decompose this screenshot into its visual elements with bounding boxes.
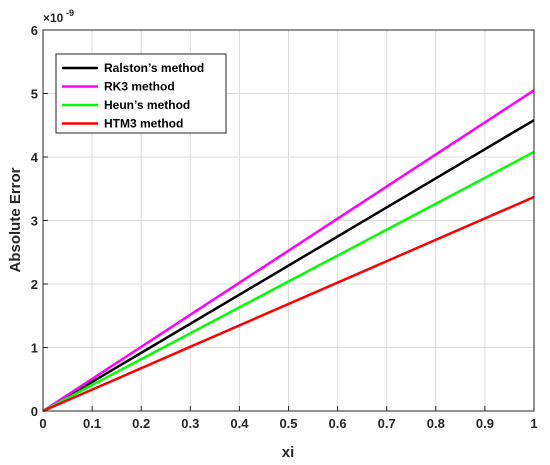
y-exponent: ×10 -9	[43, 8, 74, 25]
legend-label-3: Heun’s method	[104, 98, 190, 112]
legend-label-1: Ralston’s method	[104, 61, 204, 75]
y-exponent-base: ×10	[43, 11, 64, 25]
series-line-2	[42, 89, 535, 413]
y-tick-label: 6	[31, 23, 38, 38]
y-tick-label: 3	[31, 214, 38, 229]
y-tick-label: 0	[31, 404, 38, 419]
x-tick-label: 0	[39, 416, 46, 431]
legend-label-2: RK3 method	[104, 80, 175, 94]
y-axis-label: Absolute Error	[7, 167, 24, 272]
x-axis-ticks: 0 0.1 0.2 0.3 0.4 0.5 0.6 0.7 0.8 0.9 1	[39, 406, 538, 431]
series-line-4	[42, 195, 535, 413]
x-tick-label: 0.9	[476, 416, 494, 431]
x-tick-label: 0.8	[427, 416, 445, 431]
x-axis-label: xi	[282, 444, 295, 461]
y-axis-ticks: 0 1 2 3 4 5 6	[31, 23, 48, 419]
y-tick-label: 5	[31, 87, 38, 102]
legend-items: Ralston’s method RK3 method Heun’s method H…	[62, 61, 204, 131]
x-tick-label: 0.6	[329, 416, 347, 431]
y-tick-label: 1	[31, 341, 38, 356]
x-tick-label: 0.1	[83, 416, 101, 431]
legend-label-4: HTM3 method	[104, 117, 183, 131]
x-tick-label: 0.5	[279, 416, 297, 431]
x-tick-label: 0.2	[132, 416, 150, 431]
series-lines	[42, 89, 535, 413]
x-tick-label: 0.4	[230, 416, 249, 431]
x-tick-label: 0.3	[181, 416, 199, 431]
y-tick-label: 4	[31, 150, 39, 165]
legend: Ralston’s method RK3 method Heun’s method H…	[55, 53, 227, 134]
y-tick-label: 2	[31, 277, 38, 292]
x-tick-label: 0.7	[378, 416, 396, 431]
series-line-1	[42, 119, 535, 413]
series-line-3	[42, 150, 535, 413]
x-tick-label: 1	[530, 416, 537, 431]
y-exponent-power: -9	[66, 8, 74, 18]
